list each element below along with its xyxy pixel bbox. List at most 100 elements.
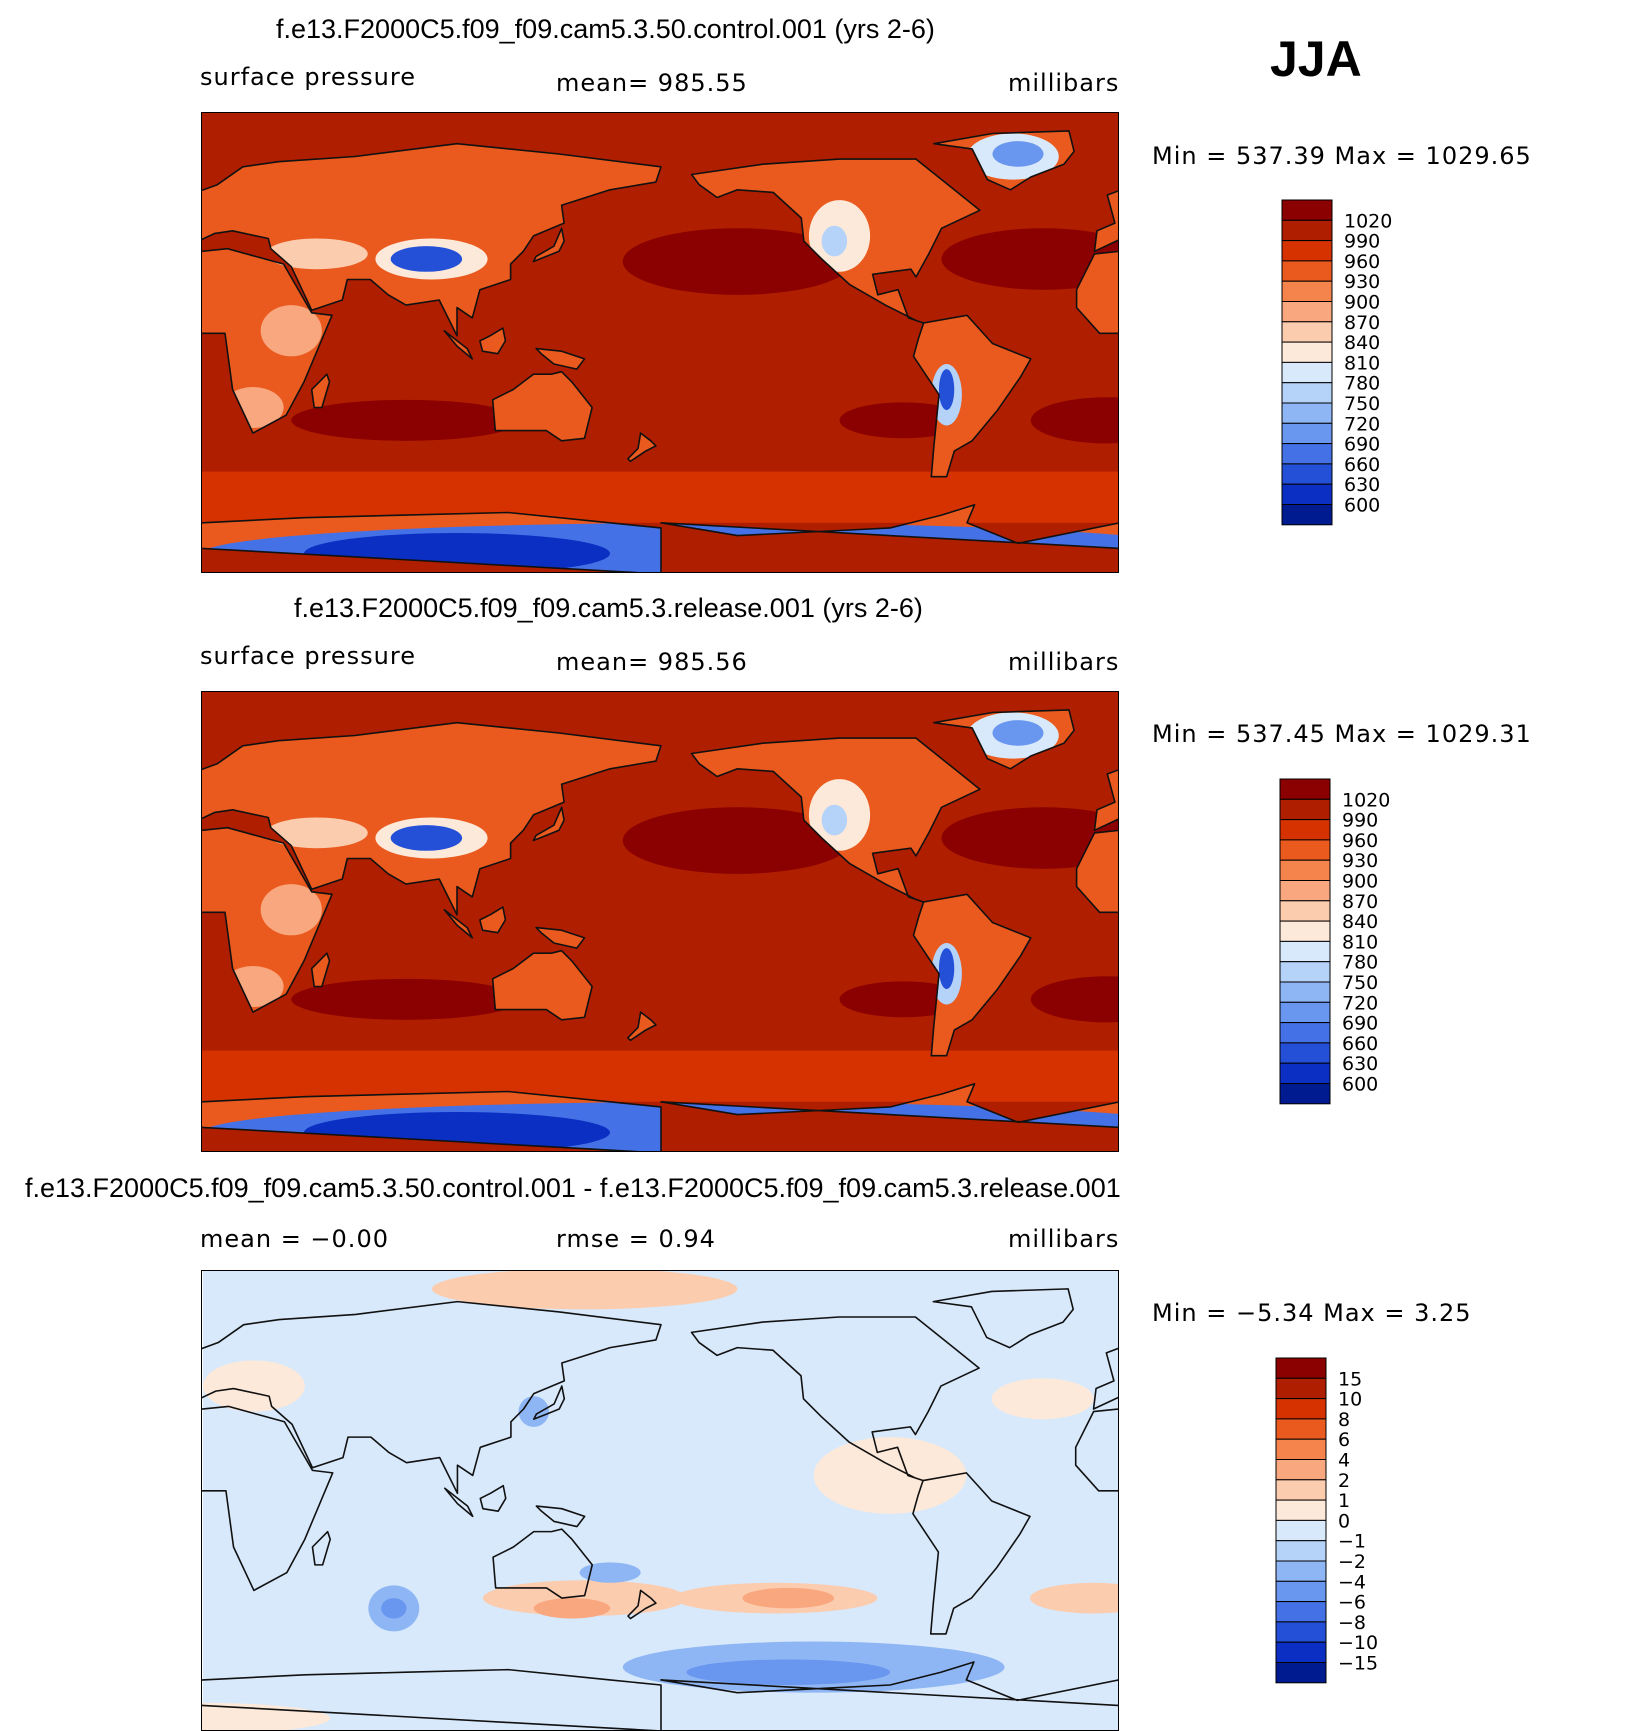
- land-polygon: [535, 347, 586, 370]
- negative-anomaly-core: [381, 1598, 407, 1619]
- highland-region: [260, 884, 322, 936]
- land-polygon: [443, 1487, 474, 1518]
- land-polygon: [310, 952, 331, 988]
- colorbar-tick-label: 900: [1342, 871, 1378, 893]
- season-label: JJA: [1270, 31, 1362, 87]
- panel3-title: f.e13.F2000C5.f09_f09.cam5.3.50.control.…: [25, 1173, 1121, 1203]
- colorbar-swatch: [1281, 301, 1333, 323]
- land-polygon: [1076, 830, 1118, 913]
- colorbar-tick-label: 780: [1342, 952, 1378, 974]
- colorbar-tick-label: 900: [1344, 292, 1380, 314]
- land-polygon: [202, 721, 662, 916]
- colorbar-tick-label: 780: [1344, 373, 1380, 395]
- panel1-map: [201, 112, 1119, 573]
- land-polygon: [202, 1300, 662, 1495]
- panel1-colorbar-svg: 1020990960930900870840810780750720690660…: [1281, 199, 1392, 526]
- panel3-map-svg: [202, 1271, 1118, 1730]
- negative-anomaly: [579, 1562, 641, 1583]
- colorbar-tick-label: 630: [1342, 1053, 1378, 1075]
- positive-anomaly: [432, 1271, 738, 1310]
- land-polygon: [532, 227, 565, 263]
- colorbar-swatch: [1275, 1601, 1327, 1623]
- land-polygon: [479, 327, 507, 355]
- colorbar-swatch: [1275, 1560, 1327, 1582]
- land-polygon: [535, 926, 586, 949]
- panel2-title: f.e13.F2000C5.f09_f09.cam5.3.release.001…: [294, 593, 923, 623]
- panel1-title: f.e13.F2000C5.f09_f09.cam5.3.50.control.…: [276, 14, 935, 44]
- colorbar-swatch: [1275, 1377, 1327, 1400]
- colorbar-swatch: [1281, 504, 1333, 526]
- land-polygon: [690, 737, 981, 903]
- colorbar-swatch: [1281, 199, 1333, 221]
- positive-anomaly: [482, 1580, 687, 1616]
- land-polygon: [532, 1385, 566, 1420]
- land-polygon: [912, 1472, 1031, 1635]
- rocky-mountains-core: [821, 225, 848, 257]
- negative-anomaly-core: [686, 1659, 891, 1685]
- colorbar-swatch: [1275, 1459, 1327, 1481]
- colorbar-tick-label: −15: [1338, 1653, 1378, 1675]
- high-pressure-cell: [622, 228, 853, 295]
- panel1-mean-label: mean= 985.55: [556, 69, 748, 97]
- colorbar-tick-label: 810: [1344, 352, 1380, 374]
- land-polygon: [535, 1505, 586, 1528]
- colorbar-swatch: [1279, 880, 1331, 902]
- high-pressure-cell: [941, 807, 1118, 869]
- colorbar-tick-label: 15: [1338, 1368, 1362, 1390]
- land-polygon: [491, 949, 593, 1021]
- land-polygon: [690, 158, 981, 324]
- panel3-units-label: millibars: [1008, 1225, 1120, 1253]
- colorbar-swatch: [1279, 961, 1331, 983]
- land-polygon: [536, 927, 585, 949]
- colorbar-swatch: [1279, 1062, 1331, 1085]
- colorbar-tick-label: 870: [1342, 891, 1378, 913]
- colorbar-swatch: [1279, 1022, 1331, 1044]
- positive-anomaly: [742, 1587, 835, 1609]
- land-polygon: [1074, 1408, 1118, 1492]
- tibetan-plateau-core: [390, 246, 463, 272]
- land-polygon: [443, 908, 474, 939]
- high-pressure-cell: [1030, 397, 1118, 444]
- highland-region: [265, 817, 368, 849]
- land-polygon: [479, 328, 506, 354]
- colorbar-swatch: [1281, 382, 1333, 404]
- colorbar-tick-label: 630: [1344, 474, 1380, 496]
- panel3-mean-label: mean = −0.00: [200, 1225, 389, 1253]
- colorbar-swatch: [1281, 321, 1333, 343]
- land-polygon: [491, 370, 593, 442]
- land-polygon: [202, 247, 333, 434]
- near-zero-region: [202, 1702, 331, 1730]
- land-polygon: [932, 1288, 1075, 1349]
- positive-anomaly: [1029, 1582, 1118, 1614]
- panel1-minmax: Min = 537.39 Max = 1029.65: [1152, 142, 1532, 170]
- colorbar-tick-label: 840: [1344, 332, 1380, 354]
- panel2-minmax: Min = 537.45 Max = 1029.31: [1152, 720, 1532, 748]
- greenland-ice-core: [992, 720, 1044, 746]
- colorbar-tick-label: 600: [1344, 495, 1380, 517]
- colorbar-swatch: [1279, 1001, 1331, 1024]
- colorbar-tick-label: 960: [1344, 251, 1380, 273]
- southern-ocean-low-band: [202, 1050, 1118, 1102]
- panel3-colorbar: 15 10 8 6 4 2 1 0 −1 −2 −4 −6 −8 −10 −15: [1275, 1357, 1436, 1724]
- colorbar-tick-label: 1020: [1344, 210, 1392, 232]
- colorbar-tick-label: 660: [1342, 1033, 1378, 1055]
- colorbar-tick-label: 2: [1338, 1470, 1350, 1492]
- colorbar-tick-label: 690: [1344, 434, 1380, 456]
- land-polygon: [202, 1090, 662, 1151]
- colorbar-tick-label: 930: [1342, 850, 1378, 872]
- colorbar-swatch: [1275, 1438, 1327, 1460]
- land-polygon: [912, 893, 1032, 1057]
- land-polygon: [913, 894, 1031, 1056]
- colorbar-swatch: [1281, 361, 1333, 384]
- colorbar-tick-label: −10: [1338, 1632, 1378, 1654]
- panel2-units-label: millibars: [1008, 648, 1120, 676]
- southern-ocean-low-band: [202, 471, 1118, 523]
- high-pressure-cell: [622, 807, 853, 874]
- land-polygon: [1076, 251, 1118, 334]
- colorbar-swatch: [1279, 940, 1331, 963]
- land-polygon: [1094, 770, 1118, 831]
- colorbar-tick-label: −2: [1338, 1551, 1366, 1573]
- panel1-colorbar: 1020 990 960 930 900 870 840 810 780 750 720 690 660…: [1281, 199, 1442, 566]
- colorbar-swatch: [1279, 819, 1331, 841]
- panel1-variable-label: surface pressure: [200, 63, 416, 91]
